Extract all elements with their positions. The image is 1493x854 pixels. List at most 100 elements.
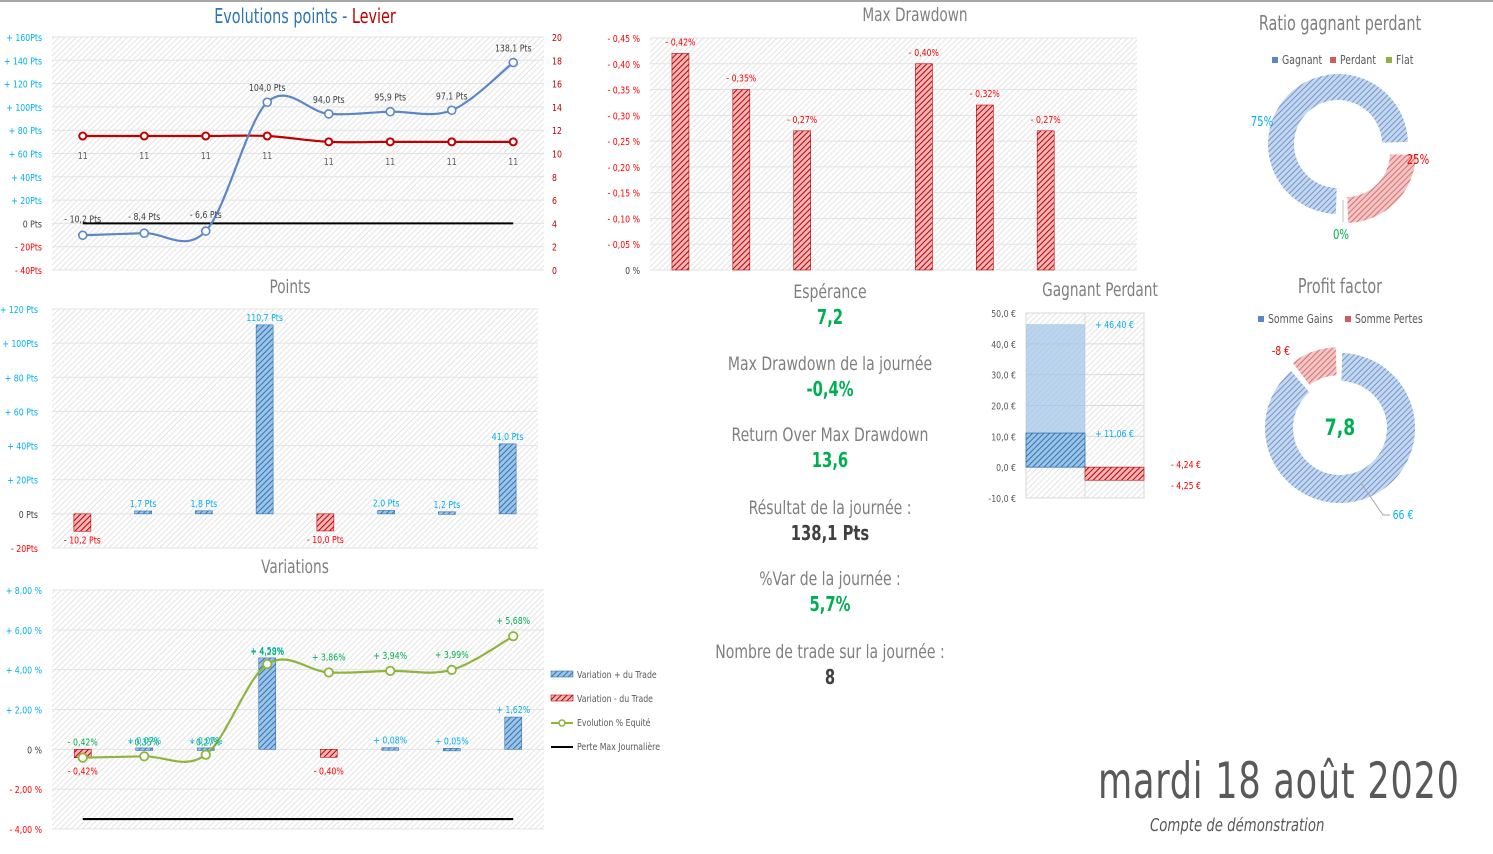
maxdd-bar [915,63,933,271]
points-data-label: 104,0 Pts [249,83,286,94]
variation-minus-label: - 0,42% [68,767,98,778]
pf-label-pertes: -8 € [1272,344,1290,358]
points-data-label: - 6,6 Pts [190,210,222,221]
variation-plus-label: + 4,59% [250,646,284,657]
y-tick-label: - 20Pts [15,243,42,254]
y-tick-label: + 160Pts [6,33,42,44]
kpi-value: 138,1 Pts [790,521,870,545]
equity-label: + 3,86% [312,653,346,664]
points-data-label: 97,1 Pts [436,91,468,102]
equity-marker [323,667,334,678]
legend-label: Gagnant [1282,53,1322,67]
evolution-chart-title: Evolutions points - Levier [189,4,421,28]
kpi-label: Espérance [793,281,867,303]
levier-label: 11 [201,151,211,162]
equity-line [82,635,514,763]
pf-slice-gains [1265,353,1415,503]
legend-label: Flat [1396,53,1413,67]
levier-label: 11 [262,151,272,162]
legend-swatch-plus [550,670,574,678]
legend-label: Somme Pertes [1355,312,1423,326]
y-tick-label: - 40Pts [15,266,42,277]
kpi-var-journee: %Var de la journée : 5,7% [690,568,970,616]
equity-label: + 5,68% [496,616,530,627]
kpi-return-over-mdd: Return Over Max Drawdown 13,6 [690,424,970,472]
y-tick-label: 0 % [625,266,640,277]
legend-swatch [1258,316,1264,322]
pf-label-gains: 66 € [1393,508,1414,522]
levier-label: 11 [78,151,88,162]
equity-marker [77,752,88,763]
kpi-value: -0,4% [806,377,854,401]
levier-point [324,137,334,147]
gagnant-perdant-title: Gagnant Perdant [1042,279,1158,301]
y-tick-label: + 20Pts [7,476,38,487]
points-marker [385,106,396,117]
points-bar-label: 110,7 Pts [246,313,283,324]
y-tick-label: - 4,00 % [9,825,42,836]
equity-marker [262,658,273,670]
points-marker [200,226,211,236]
kpi-max-drawdown: Max Drawdown de la journée -0,4% [690,353,970,401]
maxdd-bar [671,53,690,271]
points-data-label: - 10,2 Pts [64,214,101,225]
y-tick-label: + 80 Pts [9,126,42,137]
y-tick-label: - 0,35 % [607,86,640,97]
equity-label: - 0,42% [68,738,98,749]
levier-label: 11 [447,157,457,168]
pf-leader-line [1360,482,1390,516]
y-tick-label: - 0,15 % [607,189,640,200]
equity-label: - 0,35% [129,738,159,749]
equity-marker [200,749,211,760]
points-bar-label: 2,0 Pts [373,499,400,510]
kpi-value: 7,2 [816,305,844,329]
maxdd-bar-label: - 0,35% [726,74,756,85]
y-tick-label: - 0,20 % [607,163,640,174]
y-tick-label: 0 % [27,746,42,757]
maxdd-bar [976,104,994,271]
points-marker [508,57,519,68]
equity-marker [385,665,396,676]
levier-point [385,137,395,147]
y-tick-label: + 120 Pts [4,80,42,91]
maxdd-bar [793,130,811,271]
levier-point [78,131,88,141]
ratio-slice-perdant [1347,154,1416,223]
points-marker [446,105,457,116]
plot-area [52,309,538,548]
legend-label: Perdant [1340,53,1376,67]
points-bar [73,513,92,532]
gagnant-moyenne-bar [1025,432,1086,468]
y-tick-label: + 100Pts [6,103,42,114]
report-date: mardi 18 août 2020 [1098,752,1460,810]
points-bar [438,511,456,515]
y-tick-label: - 0,10 % [607,215,640,226]
points-bar [134,510,152,515]
points-marker [77,230,88,241]
levier-point [447,137,457,147]
maxdd-chart: - 0,45 % - 0,40 % - 0,35 % - 0,30 % - 0,25 %… [607,34,1137,277]
maxdd-bar-label: - 0,40% [909,48,939,59]
ratio-chart: Gagnant Perdant Flat 75% 25% 0% [1251,53,1430,243]
y-tick-label: -10,0 € [988,494,1016,505]
maxdd-bar [732,89,751,271]
y-tick-label: + 2,00 % [6,706,43,717]
y-tick-label: - 0,45 % [607,34,640,45]
plot-area [650,38,1137,270]
maxdd-bar [1036,130,1055,271]
y2-tick-label: 10 [552,150,562,161]
points-bar [316,513,335,532]
kpi-label: Return Over Max Drawdown [731,424,929,446]
perdant-moyenne-label: - 4,25 € [1171,481,1201,492]
y-tick-label: + 80 Pts [5,373,38,384]
points-data-label: 94,0 Pts [313,95,345,106]
ratio-label-flat: 0% [1333,227,1349,243]
variation-plus-bar [442,748,461,752]
y-tick-label: - 0,05 % [607,240,640,251]
equity-label: + 3,94% [373,651,407,662]
legend-label-plus: Variation + du Trade [577,670,657,681]
y2-tick-label: 16 [552,80,562,91]
points-chart: + 120 Pts + 100Pts + 80 Pts + 60 Pts + 40Pts… [0,305,538,555]
evolution-title-points: Evolutions points [214,4,338,28]
kpi-value: 8 [824,665,836,689]
